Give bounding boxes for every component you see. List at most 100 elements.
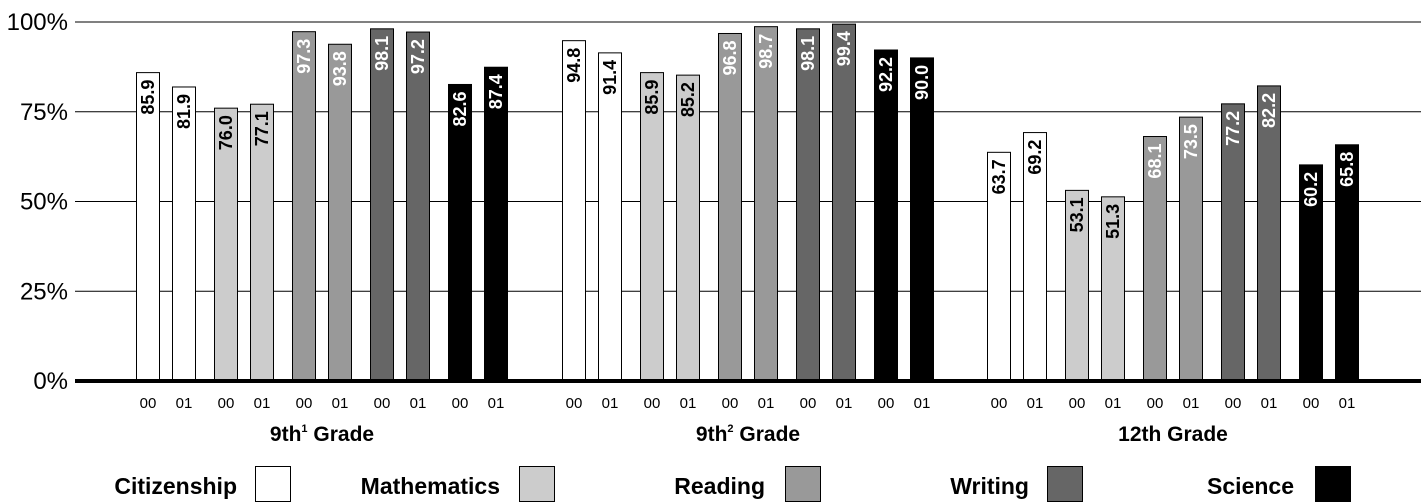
x-tick-label: 00 [452, 395, 469, 412]
x-tick-label: 01 [254, 395, 271, 412]
bar-citizenship [598, 52, 622, 382]
x-tick-label: 00 [218, 395, 235, 412]
bar-value-label: 77.1 [252, 111, 272, 146]
bar-value-label: 90.0 [912, 65, 932, 100]
legend-label: Mathematics [361, 473, 500, 499]
bar-value-label: 60.2 [1301, 172, 1321, 207]
legend: Citizenship Mathematics Reading Writing Scie… [114, 466, 1351, 502]
bar-value-label: 85.2 [678, 82, 698, 117]
bar-value-label: 51.3 [1103, 204, 1123, 239]
bar-value-label: 97.3 [294, 39, 314, 74]
x-tick-label: 00 [566, 395, 583, 412]
bar-value-label: 98.1 [798, 36, 818, 71]
bar-science [448, 83, 472, 382]
bars: 85.9 81.9 76.0 77.1 97.3 93.8 98.1 97.2 82.6 87.4… [136, 23, 1359, 382]
bar-citizenship [562, 40, 586, 382]
x-tick-label: 01 [1105, 395, 1122, 412]
bar-value-label: 96.8 [720, 40, 740, 75]
x-tick-label: 01 [602, 395, 619, 412]
x-tick-label: 01 [332, 395, 349, 412]
x-tick-label: 01 [758, 395, 775, 412]
x-tick-label: 00 [296, 395, 313, 412]
x-tick-label: 01 [1339, 395, 1356, 412]
y-tick-label: 100% [7, 9, 68, 36]
y-tick-label: 25% [20, 278, 68, 305]
bar-value-label: 98.7 [756, 34, 776, 69]
x-tick-label: 00 [878, 395, 895, 412]
bar-writing [832, 23, 856, 382]
bar-citizenship [172, 86, 196, 382]
bar-value-label: 63.7 [989, 159, 1009, 194]
bar-writing [1257, 85, 1281, 382]
bar-science [874, 49, 898, 382]
x-tick-label: 00 [374, 395, 391, 412]
bar-value-label: 94.8 [564, 48, 584, 83]
x-tick-label: 01 [836, 395, 853, 412]
legend-swatch-reading [785, 466, 821, 502]
x-tick-label: 00 [644, 395, 661, 412]
x-tick-label: 00 [1069, 395, 1086, 412]
legend-swatch-citizenship [255, 466, 291, 502]
x-tick-label: 00 [1225, 395, 1242, 412]
legend-label: Science [1207, 473, 1294, 499]
group-label: 9th2 Grade [696, 423, 800, 446]
bar-reading [754, 26, 778, 382]
bar-science [484, 66, 508, 382]
bar-writing [796, 28, 820, 382]
bar-value-label: 81.9 [174, 94, 194, 129]
bar-writing [406, 31, 430, 382]
y-axis-ticks: 0% 25% 50% 75% 100% [7, 9, 68, 395]
bar-value-label: 92.2 [876, 57, 896, 92]
bar-value-label: 87.4 [486, 74, 506, 109]
x-tick-label: 01 [176, 395, 193, 412]
bar-value-label: 53.1 [1067, 197, 1087, 232]
legend-swatch-mathematics [519, 466, 555, 502]
bar-value-label: 99.4 [834, 31, 854, 66]
legend-label: Citizenship [114, 473, 237, 499]
bar-value-label: 85.9 [642, 80, 662, 115]
x-tick-label: 01 [914, 395, 931, 412]
x-tick-label: 00 [800, 395, 817, 412]
x-tick-label: 01 [1027, 395, 1044, 412]
bar-value-label: 65.8 [1337, 152, 1357, 187]
bar-value-label: 68.1 [1145, 144, 1165, 179]
bar-value-label: 93.8 [330, 51, 350, 86]
x-tick-label: 00 [140, 395, 157, 412]
x-tick-label: 00 [1147, 395, 1164, 412]
legend-swatch-writing [1047, 466, 1083, 502]
x-tick-label: 00 [991, 395, 1008, 412]
bar-reading [328, 43, 352, 382]
x-tick-label: 01 [488, 395, 505, 412]
gridlines [75, 21, 1421, 292]
bar-reading [718, 32, 742, 382]
bar-citizenship [136, 72, 160, 382]
x-tick-label: 01 [1261, 395, 1278, 412]
bar-value-label: 97.2 [408, 39, 428, 74]
legend-label: Reading [674, 473, 765, 499]
bar-value-label: 82.2 [1259, 93, 1279, 128]
y-tick-label: 50% [20, 189, 68, 216]
bar-science [910, 57, 934, 382]
bar-value-label: 76.0 [216, 115, 236, 150]
group-label: 9th1 Grade [270, 423, 374, 446]
x-tick-label: 01 [1183, 395, 1200, 412]
bar-mathematics [640, 72, 664, 382]
bar-value-label: 69.2 [1025, 140, 1045, 175]
legend-label: Writing [950, 473, 1029, 499]
bar-value-label: 91.4 [600, 60, 620, 95]
x-tick-label: 00 [1303, 395, 1320, 412]
group-label: 12th Grade [1118, 423, 1228, 446]
x-tick-label: 01 [680, 395, 697, 412]
legend-swatch-science [1315, 466, 1351, 502]
y-tick-label: 75% [20, 99, 68, 126]
y-tick-label: 0% [33, 368, 68, 395]
x-tick-label: 01 [410, 395, 427, 412]
bar-reading [292, 31, 316, 382]
bar-mathematics [676, 74, 700, 382]
bar-value-label: 82.6 [450, 91, 470, 126]
bar-value-label: 85.9 [138, 80, 158, 115]
bar-value-label: 73.5 [1181, 124, 1201, 159]
bar-value-label: 98.1 [372, 36, 392, 71]
